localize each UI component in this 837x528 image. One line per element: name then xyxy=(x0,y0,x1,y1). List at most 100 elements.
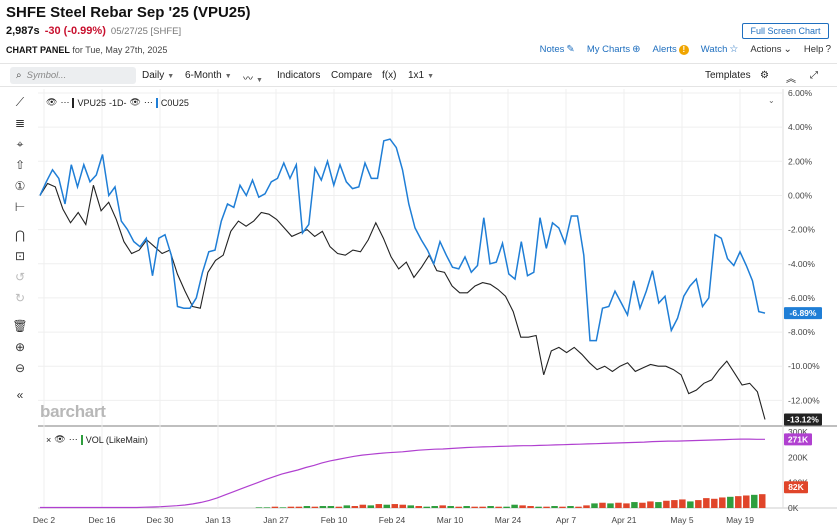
range-label: 6-Month xyxy=(185,70,222,81)
x-tick-label: Mar 10 xyxy=(437,515,464,525)
y-tick-label: -10.00% xyxy=(788,361,820,371)
alerts-button[interactable]: Alerts! xyxy=(653,44,689,55)
more-icon[interactable]: ⋯ xyxy=(143,97,153,107)
collapse-toolbar-icon[interactable]: « xyxy=(16,388,24,402)
my-charts-button[interactable]: My Charts ⊕ xyxy=(587,44,641,55)
notes-button[interactable]: Notes ✎ xyxy=(540,44,575,55)
vol-y-tick-label: 300K xyxy=(788,427,808,437)
shapes-tool-icon[interactable]: ⌖ xyxy=(16,137,24,151)
volume-bar xyxy=(463,506,470,508)
legend-symbol-c0u: C0U25 xyxy=(160,97,189,108)
vol-line-label: 271K xyxy=(788,434,809,444)
settings-icon[interactable]: ⚙ xyxy=(760,70,769,81)
more-icon[interactable]: ⋯ xyxy=(60,97,70,107)
x-tick-label: Apr 21 xyxy=(611,515,636,525)
volume-bar xyxy=(447,506,454,508)
x-tick-label: Mar 24 xyxy=(495,515,522,525)
watch-button[interactable]: Watch ☆ xyxy=(701,44,739,55)
line-tool-icon[interactable]: ⟋ xyxy=(15,95,25,109)
x-tick-label: May 19 xyxy=(726,515,754,525)
x-tick-label: Feb 24 xyxy=(379,515,406,525)
redo-icon[interactable]: ↻ xyxy=(14,291,26,305)
volume-bar xyxy=(535,506,542,508)
volume-bar xyxy=(335,506,343,508)
notes-label: Notes xyxy=(539,44,565,55)
y-tick-label: 4.00% xyxy=(788,122,813,132)
volume-bar xyxy=(727,496,734,508)
x-tick-label: Jan 27 xyxy=(263,515,289,525)
volume-bar xyxy=(687,501,694,508)
volume-bar xyxy=(751,494,758,508)
vol-line-tag xyxy=(784,433,812,446)
chevron-down-icon: ▼ xyxy=(224,73,232,80)
watch-label: Watch xyxy=(700,44,728,55)
magnet-icon[interactable]: ⋂ xyxy=(15,228,25,242)
fx-button[interactable]: f(x) xyxy=(382,70,397,81)
lock-icon[interactable]: ⊡ xyxy=(14,249,26,263)
volume-bar xyxy=(351,506,359,508)
expand-icon[interactable]: ⤢ xyxy=(810,70,818,81)
actions-menu[interactable]: Actions ⌄ xyxy=(750,44,792,55)
last-bar-label: 82K xyxy=(788,482,804,492)
volume-bar xyxy=(495,506,502,508)
measure-tool-icon[interactable]: ⊢ xyxy=(14,200,26,214)
volume-bar xyxy=(551,506,558,508)
interval-dropdown[interactable]: Daily ▼ xyxy=(142,70,174,81)
volume-bar xyxy=(479,506,486,508)
more-icon[interactable]: ⋯ xyxy=(68,434,78,444)
compare-button[interactable]: Compare xyxy=(331,70,373,81)
collapse-icon[interactable]: ︽ xyxy=(786,74,796,85)
line-chart-icon: 〰 xyxy=(243,74,253,85)
range-dropdown[interactable]: 6-Month ▼ xyxy=(185,70,232,81)
last-value-tag xyxy=(784,413,822,426)
chart-type-dropdown[interactable]: 〰 ▼ xyxy=(243,70,263,85)
alert-icon: ! xyxy=(678,44,689,55)
volume-bar xyxy=(695,500,702,508)
y-tick-label: 0.00% xyxy=(788,190,813,200)
panel-date: for Tue, May 27th, 2025 xyxy=(72,45,168,55)
zoom-out-icon[interactable]: ⊖ xyxy=(14,361,26,375)
actions-label: Actions xyxy=(750,44,782,55)
close-icon[interactable]: × xyxy=(46,434,52,445)
chevron-down-icon[interactable]: ⌄ xyxy=(768,96,775,105)
volume-bar xyxy=(591,503,598,508)
volume-bar xyxy=(759,494,766,508)
price-date: 05/27/25 [SHFE] xyxy=(110,26,182,37)
zoom-in-icon[interactable]: ⊕ xyxy=(14,340,26,354)
volume-bar xyxy=(671,500,678,508)
volume-bar xyxy=(375,504,383,508)
volume-bar xyxy=(615,502,622,508)
eye-icon[interactable]: 👁 xyxy=(129,97,141,107)
last-bar-tag xyxy=(784,481,808,494)
last-price: 2,987s xyxy=(6,25,40,37)
volume-bar xyxy=(511,504,518,508)
templates-button[interactable]: Templates xyxy=(705,70,751,81)
volume-bar xyxy=(407,505,414,508)
indicators-button[interactable]: Indicators xyxy=(277,70,321,81)
volume-bar xyxy=(519,505,526,508)
series-line-c0u25 xyxy=(39,138,766,342)
interval-label: Daily xyxy=(142,70,165,81)
fib-tool-icon[interactable]: ≣ xyxy=(14,116,26,130)
last-value-tag xyxy=(784,307,822,320)
volume-bar xyxy=(471,506,478,508)
eye-icon[interactable]: 👁 xyxy=(46,97,58,107)
annotation-tool-icon[interactable]: ① xyxy=(14,179,26,193)
layout-dropdown[interactable]: 1x1 ▼ xyxy=(408,70,434,81)
help-icon: ? xyxy=(825,44,831,55)
full-screen-chart-button[interactable]: Full Screen Chart xyxy=(742,23,829,39)
help-button[interactable]: Help? xyxy=(804,44,831,55)
price-legend: 👁 ⋯ VPU25 -1D- 👁 ⋯ C0U25 xyxy=(46,97,189,108)
symbol-search-input[interactable]: ⌕ Symbol... xyxy=(10,67,136,84)
chevron-down-icon: ▼ xyxy=(167,73,175,80)
chevron-down-icon: ▼ xyxy=(427,73,435,80)
eye-icon[interactable]: 👁 xyxy=(54,434,66,444)
undo-icon[interactable]: ↺ xyxy=(14,270,26,284)
volume-bar xyxy=(711,498,718,508)
y-tick-label: -8.00% xyxy=(788,327,815,337)
y-tick-label: -12.00% xyxy=(788,395,820,405)
trash-icon[interactable]: 🗑 xyxy=(12,319,28,333)
plus-circle-icon: ⊕ xyxy=(632,44,641,55)
arrow-tool-icon[interactable]: ⇧ xyxy=(14,158,26,172)
